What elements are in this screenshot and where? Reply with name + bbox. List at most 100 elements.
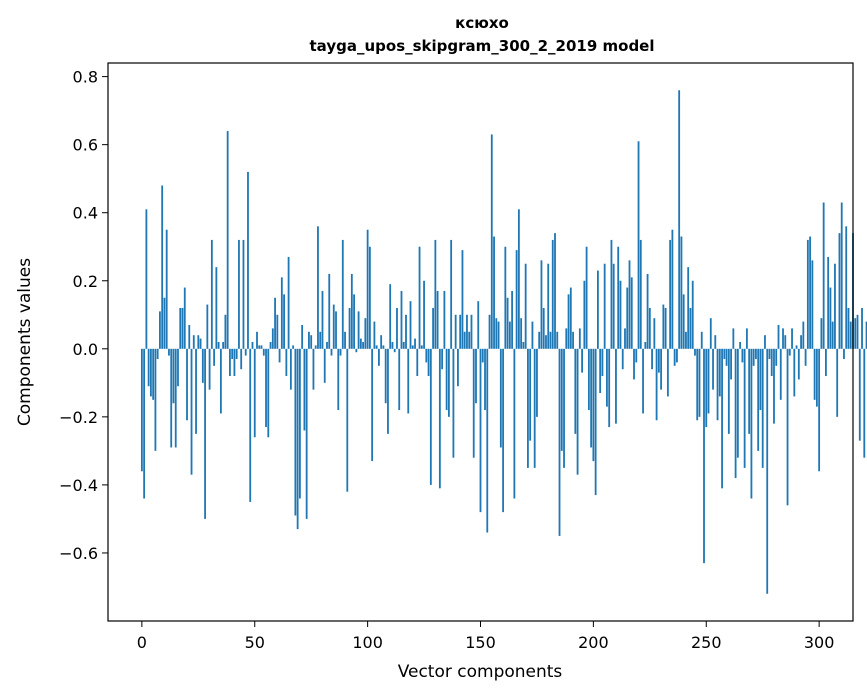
bar-6 — [154, 348, 157, 451]
bar-272 — [755, 348, 757, 360]
bar-179 — [545, 335, 547, 349]
bar-293 — [802, 321, 805, 349]
bar-268 — [745, 328, 748, 349]
bar-220 — [637, 141, 640, 349]
y-tick-label: −0.2 — [59, 408, 98, 427]
bar-132 — [438, 348, 441, 489]
bar-317 — [856, 314, 859, 349]
bar-13 — [170, 348, 173, 448]
bar-17 — [179, 307, 182, 349]
bar-121 — [414, 338, 416, 349]
bar-183 — [554, 233, 556, 349]
bar-44 — [240, 348, 243, 370]
bar-170 — [524, 263, 527, 349]
bar-278 — [768, 348, 771, 360]
bar-292 — [800, 335, 802, 349]
bar-202 — [596, 270, 599, 349]
bar-211 — [617, 246, 620, 349]
bar-167 — [517, 209, 520, 349]
bar-180 — [547, 263, 550, 349]
bar-35 — [219, 348, 222, 414]
bar-229 — [657, 348, 660, 373]
bar-314 — [849, 321, 852, 349]
bar-231 — [662, 304, 665, 349]
bar-267 — [743, 348, 746, 468]
bar-140 — [457, 348, 459, 387]
bar-153 — [486, 348, 489, 533]
bar-195 — [581, 348, 583, 373]
y-tick-label: 0.2 — [73, 272, 98, 291]
bar-58 — [271, 328, 274, 349]
x-tick-label: 200 — [578, 633, 609, 652]
bar-219 — [635, 348, 638, 363]
bar-251 — [707, 348, 710, 414]
bar-71 — [301, 324, 304, 349]
bar-127 — [427, 348, 430, 377]
bar-47 — [247, 171, 249, 349]
bar-0 — [140, 348, 143, 472]
bar-222 — [642, 348, 644, 414]
bar-191 — [572, 331, 574, 349]
bar-288 — [791, 328, 793, 349]
bar-112 — [393, 348, 396, 353]
bar-319 — [861, 307, 863, 349]
bar-46 — [244, 348, 247, 356]
y-tick-label: −0.6 — [59, 544, 98, 563]
bar-107 — [382, 345, 385, 349]
bar-93 — [350, 273, 353, 349]
bar-253 — [712, 348, 714, 390]
bar-122 — [416, 348, 419, 377]
bar-221 — [639, 239, 642, 349]
bar-228 — [655, 348, 658, 421]
bar-141 — [459, 314, 462, 349]
bar-152 — [484, 348, 486, 411]
bar-276 — [764, 335, 766, 349]
bar-238 — [678, 90, 681, 349]
bar-262 — [732, 328, 735, 349]
bar-282 — [777, 324, 780, 349]
y-tick-label: −0.4 — [59, 476, 98, 495]
x-axis-ticks: 0 50 100 150 200 250 300 — [137, 621, 834, 652]
bar-62 — [280, 277, 283, 349]
bar-212 — [619, 280, 622, 349]
bar-60 — [276, 314, 279, 349]
x-tick-label: 250 — [691, 633, 722, 652]
bar-63 — [283, 294, 285, 349]
bar-252 — [709, 318, 712, 349]
bar-254 — [714, 335, 717, 349]
bar-65 — [287, 256, 290, 349]
bar-61 — [278, 348, 281, 363]
bar-10 — [163, 297, 166, 349]
bar-24 — [195, 348, 197, 434]
bar-54 — [262, 348, 265, 356]
bar-275 — [761, 348, 764, 468]
bar-256 — [718, 348, 721, 397]
bar-117 — [405, 314, 407, 349]
bar-240 — [682, 294, 685, 349]
bar-114 — [398, 348, 401, 411]
bar-173 — [531, 321, 534, 349]
bar-143 — [463, 331, 466, 349]
bar-246 — [696, 348, 699, 421]
bar-12 — [168, 348, 170, 356]
bar-161 — [504, 246, 507, 349]
bar-213 — [621, 348, 624, 370]
bar-91 — [346, 348, 349, 492]
bar-258 — [723, 348, 726, 360]
bar-116 — [402, 342, 405, 349]
bar-181 — [549, 331, 552, 349]
bar-197 — [585, 246, 588, 349]
bar-255 — [716, 348, 719, 421]
bar-124 — [420, 345, 423, 349]
bar-177 — [540, 260, 543, 349]
bar-1 — [143, 348, 146, 499]
y-tick-label: 0.0 — [73, 340, 98, 359]
bar-250 — [705, 348, 708, 428]
bar-142 — [461, 250, 464, 349]
y-axis-label: Components values — [15, 258, 35, 426]
bar-294 — [804, 348, 807, 366]
bar-185 — [558, 348, 561, 536]
bar-257 — [721, 348, 723, 489]
y-tick-label: 0.4 — [73, 204, 98, 223]
